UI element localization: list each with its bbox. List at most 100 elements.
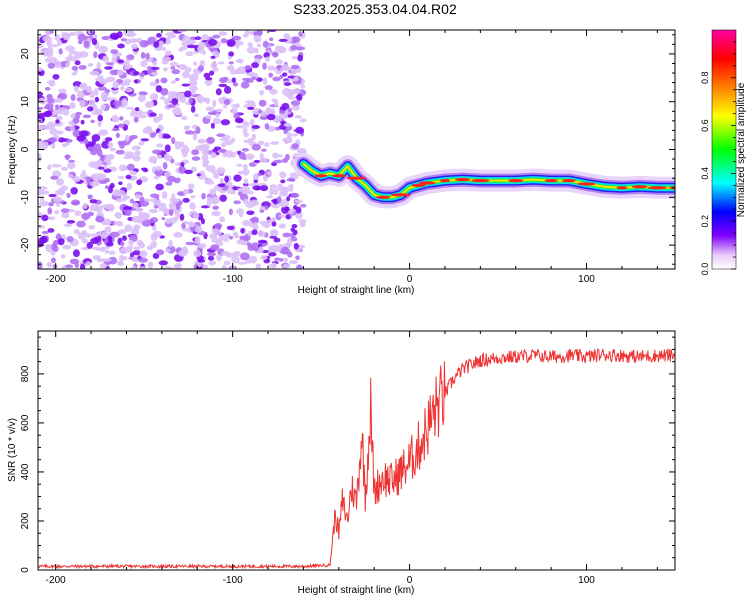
heatmap-noise-cell — [269, 235, 278, 239]
heatmap-noise-cell — [69, 258, 80, 265]
heatmap-noise-cell — [281, 102, 290, 110]
heatmap-noise-cell — [283, 82, 292, 86]
heatmap-noise-cell — [186, 44, 197, 49]
heatmap-noise-cell — [270, 262, 277, 269]
heatmap-noise-cell — [136, 216, 143, 224]
heatmap-noise-cell — [161, 56, 172, 62]
heatmap-noise-cell — [222, 233, 232, 239]
heatmap-noise-cell — [295, 211, 303, 220]
heatmap-noise-cell — [177, 191, 186, 197]
heatmap-hot-spot — [332, 174, 346, 178]
heatmap-noise-cell — [257, 230, 266, 237]
heatmap-noise-cell — [286, 196, 291, 202]
heatmap-noise-cell — [245, 153, 255, 160]
heatmap-noise-cell — [95, 215, 104, 223]
y-tick-label: -10 — [20, 190, 31, 205]
heatmap-noise-cell — [252, 173, 259, 181]
heatmap-noise-cell — [173, 208, 179, 215]
heatmap-noise-cell — [164, 135, 172, 139]
heatmap-noise-cell — [170, 158, 175, 164]
heatmap-noise-cell — [151, 149, 162, 154]
heatmap-noise-cell — [204, 181, 215, 185]
heatmap-noise-cell — [38, 140, 45, 148]
heatmap-noise-cell — [65, 62, 71, 68]
heatmap-noise-cell — [160, 96, 166, 101]
heatmap-noise-cell — [233, 250, 241, 257]
heatmap-noise-cell — [211, 169, 217, 175]
heatmap-noise-cell — [183, 188, 190, 195]
heatmap-noise-cell — [193, 113, 200, 118]
heatmap-noise-cell — [196, 173, 201, 177]
heatmap-noise-cell — [194, 236, 201, 244]
heatmap-noise-cell — [51, 163, 62, 168]
heatmap-noise-cell — [96, 247, 103, 251]
heatmap-noise-cell — [253, 159, 261, 163]
heatmap-noise-cell — [104, 88, 111, 94]
heatmap-noise-cell — [265, 56, 271, 62]
heatmap-hot-spot — [631, 185, 648, 189]
heatmap-noise-cell — [259, 89, 264, 96]
heatmap-noise-cell — [237, 261, 248, 265]
heatmap-noise-cell — [168, 208, 174, 216]
heatmap-noise-cell — [269, 187, 274, 196]
heatmap-hot-spot — [418, 181, 436, 185]
heatmap-noise-cell — [280, 246, 290, 255]
heatmap-noise-cell — [101, 140, 111, 149]
heatmap-noise-cell — [138, 242, 145, 249]
heatmap-noise-cell — [62, 244, 72, 250]
heatmap-noise-cell — [138, 91, 148, 96]
heatmap-noise-cell — [189, 36, 197, 41]
heatmap-noise-cell — [271, 230, 278, 237]
heatmap-noise-cell — [251, 133, 257, 140]
heatmap-noise-cell — [138, 114, 147, 119]
heatmap-noise-cell — [131, 202, 139, 208]
heatmap-noise-cell — [115, 198, 124, 203]
heatmap-noise-cell — [160, 77, 168, 84]
heatmap-noise-cell — [149, 217, 159, 224]
heatmap-noise-cell — [240, 227, 245, 234]
heatmap-noise-cell — [111, 128, 120, 132]
heatmap-noise-cell — [144, 198, 150, 202]
heatmap-noise-cell — [294, 114, 302, 119]
heatmap-noise-cell — [212, 117, 221, 124]
heatmap-noise-cell — [244, 30, 250, 36]
heatmap-noise-cell — [228, 51, 235, 57]
heatmap-noise-cell — [154, 205, 159, 209]
heatmap-noise-cell — [271, 188, 279, 195]
heatmap-noise-cell — [47, 228, 55, 233]
heatmap-noise-cell — [210, 244, 220, 251]
heatmap-noise-cell — [49, 44, 59, 48]
spectrogram-x-label: Height of straight line (km) — [298, 285, 415, 296]
heatmap-noise-cell — [170, 80, 176, 84]
heatmap-noise-cell — [42, 36, 53, 42]
heatmap-noise-cell — [190, 105, 196, 113]
heatmap-noise-cell — [175, 77, 180, 82]
heatmap-noise-cell — [105, 177, 110, 183]
heatmap-noise-cell — [67, 162, 76, 170]
heatmap-noise-cell — [282, 232, 292, 238]
heatmap-noise-cell — [50, 142, 56, 149]
heatmap-noise-cell — [211, 200, 217, 205]
heatmap-noise-cell — [155, 85, 163, 93]
heatmap-noise-cell — [245, 100, 255, 104]
heatmap-noise-cell — [41, 214, 49, 222]
heatmap-noise-cell — [85, 85, 93, 93]
heatmap-noise-cell — [121, 98, 128, 105]
heatmap-noise-cell — [91, 110, 102, 116]
heatmap-noise-cell — [48, 193, 57, 198]
heatmap-noise-cell — [278, 214, 288, 218]
heatmap-noise-cell — [123, 30, 133, 37]
heatmap-noise-cell — [155, 183, 164, 191]
heatmap-noise-cell — [235, 208, 245, 215]
heatmap-noise-cell — [247, 42, 253, 48]
heatmap-noise-cell — [219, 216, 225, 223]
heatmap-noise-cell — [173, 263, 180, 269]
heatmap-noise-cell — [89, 180, 100, 187]
heatmap-noise-cell — [184, 125, 191, 130]
heatmap-noise-cell — [209, 70, 215, 76]
colorbar-tick-label: 0.8 — [700, 72, 710, 85]
heatmap-noise-cell — [208, 260, 217, 266]
y-tick-label: 200 — [20, 512, 31, 529]
heatmap-noise-cell — [282, 72, 288, 77]
heatmap-noise-cell — [158, 260, 168, 266]
